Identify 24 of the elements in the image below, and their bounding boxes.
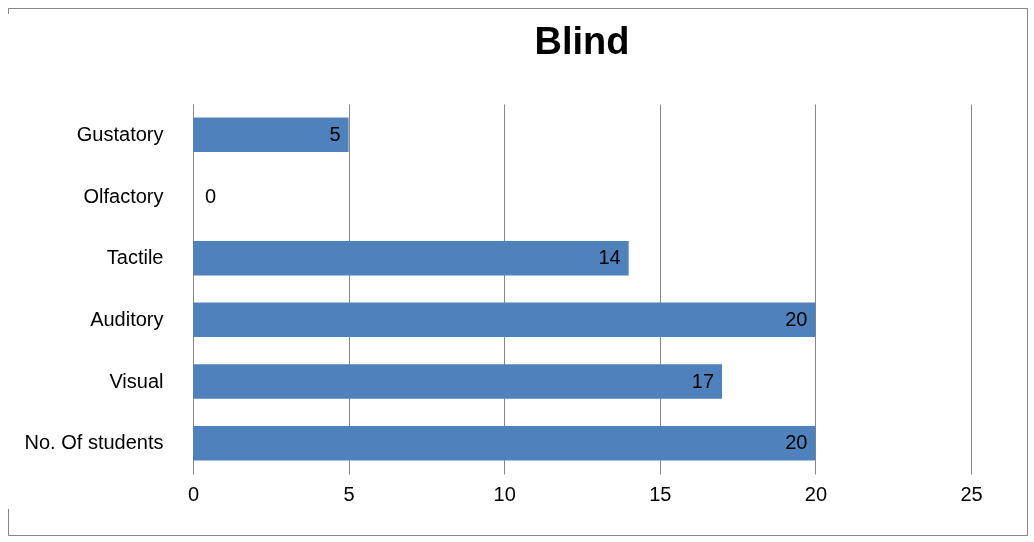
x-tick-label: 0 bbox=[187, 482, 200, 505]
x-tick-label: 25 bbox=[960, 482, 983, 505]
x-tick-label: 15 bbox=[649, 482, 672, 505]
data-label: 17 bbox=[691, 369, 715, 392]
y-tick-label: Visual bbox=[109, 369, 164, 392]
x-tick-label: 10 bbox=[493, 482, 516, 505]
data-label: 5 bbox=[329, 122, 341, 145]
bar bbox=[193, 302, 816, 338]
x-tick-label: 20 bbox=[804, 482, 828, 505]
y-tick-label: No. Of students bbox=[24, 431, 164, 454]
y-tick-label: Auditory bbox=[90, 307, 164, 330]
y-tick-label: Tactile bbox=[106, 246, 164, 269]
bar bbox=[193, 117, 349, 153]
y-tick-label: Gustatory bbox=[76, 122, 164, 145]
data-label: 20 bbox=[785, 307, 808, 330]
data-label: 20 bbox=[785, 431, 808, 454]
bar bbox=[193, 364, 723, 399]
bar bbox=[193, 425, 816, 461]
x-tick-label: 5 bbox=[343, 482, 355, 505]
data-label: 0 bbox=[205, 184, 217, 207]
y-tick-label: Olfactory bbox=[83, 184, 164, 207]
data-label: 14 bbox=[598, 246, 621, 269]
bar bbox=[193, 240, 629, 276]
chart-title: Blind bbox=[534, 20, 630, 62]
